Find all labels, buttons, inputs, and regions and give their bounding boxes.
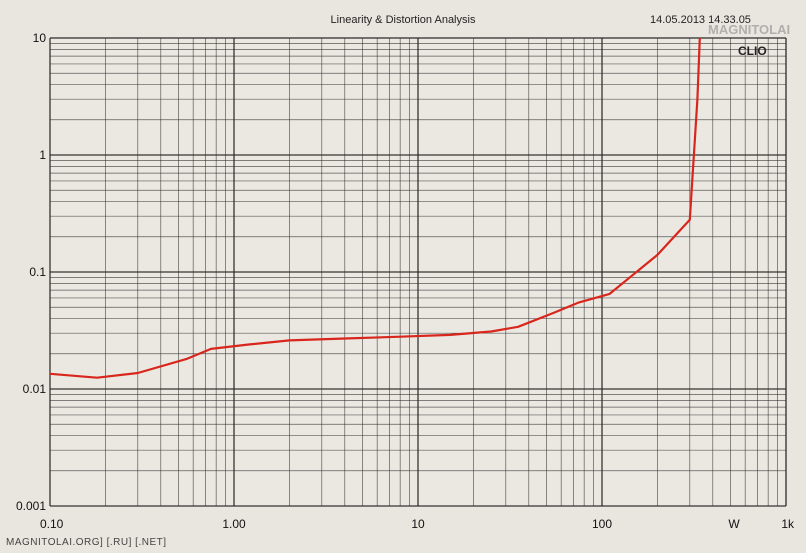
x-tick-label: 100 <box>592 517 612 531</box>
brand-label: CLIO <box>738 44 767 58</box>
x-tick-label: 10 <box>411 517 425 531</box>
y-tick-label: 0.01 <box>23 382 47 396</box>
x-tick-label: 1k <box>781 517 795 531</box>
footer-text: MAGNITOLAI.ORG] [.RU] [.NET] <box>6 537 167 548</box>
watermark: MAGNITOLAI <box>708 22 791 37</box>
series-line <box>50 37 701 379</box>
y-tick-label: 0.001 <box>16 499 46 513</box>
y-tick-label: 10 <box>33 31 47 45</box>
timestamp: 14.05.2013 14.33.05 <box>650 14 751 26</box>
y-tick-label: 0.1 <box>29 265 46 279</box>
x-unit-label: W <box>728 517 740 531</box>
chart-title: Linearity & Distortion Analysis <box>330 14 476 26</box>
x-tick-label: 1.00 <box>222 517 246 531</box>
x-tick-label: 0.10 <box>40 517 64 531</box>
y-tick-label: 1 <box>39 148 46 162</box>
